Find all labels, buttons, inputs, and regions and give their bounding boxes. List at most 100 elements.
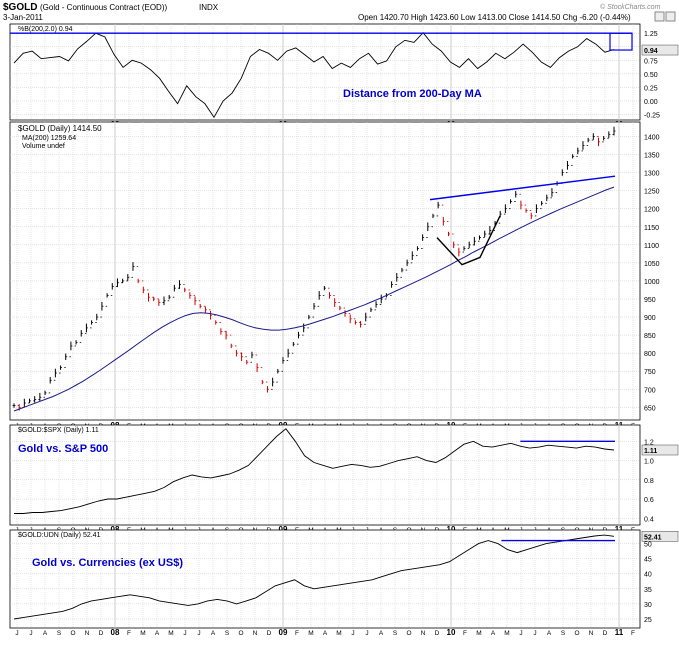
udn-panel-label: $GOLD:UDN (Daily) 52.41 (18, 532, 101, 539)
indicator-annotation: Distance from 200-Day MA (343, 88, 482, 100)
series-line (13, 32, 615, 119)
y-tick-label: 1000 (644, 279, 660, 286)
y-tick-label: 650 (644, 405, 656, 412)
x-tick-label: J (533, 630, 536, 637)
x-tick-label: F (463, 630, 467, 637)
y-tick-label: 0.4 (644, 516, 654, 523)
chart-exchange: INDX (199, 3, 219, 12)
series-line-MA200 (13, 186, 615, 412)
y-tick-label: 40 (644, 572, 652, 579)
ohlc-readout: Open 1420.70 High 1423.60 Low 1413.00 Cl… (358, 13, 631, 22)
spx-annotation: Gold vs. S&P 500 (18, 443, 108, 455)
y-tick-label: 1350 (644, 153, 660, 160)
x-tick-label: 09 (279, 628, 288, 637)
panel-2: 1.21.111.00.80.60.4JJASOND08FMAMJJASOND0… (9, 424, 679, 534)
x-tick-label: M (336, 630, 341, 637)
y-tick-label: 700 (644, 387, 656, 394)
x-tick-label: S (225, 630, 230, 637)
panel-1: 1400 1350 1300 1250 1200 1150 1100 1050 1000 950 9… (9, 121, 660, 430)
x-tick-label: A (211, 630, 216, 637)
x-tick-label: 09 (279, 525, 288, 534)
x-tick-label: 08 (111, 525, 120, 534)
x-tick-label: O (70, 630, 75, 637)
x-tick-label: A (155, 630, 160, 637)
y-tick-label: 0.8 (644, 478, 654, 485)
volume-legend: Volume undef (22, 143, 65, 150)
y-tick-label: 1150 (644, 225, 659, 232)
neckline-trendline (429, 175, 616, 201)
x-tick-label: D (435, 630, 440, 637)
x-tick-label: M (308, 630, 313, 637)
y-tick-label: 0.00 (644, 99, 658, 106)
x-tick-label: J (519, 630, 522, 637)
cup-base-outline (436, 215, 501, 266)
x-tick-label: A (547, 630, 552, 637)
x-tick-label: F (295, 630, 299, 637)
x-tick-label: 11 (615, 525, 624, 534)
y-tick-label: 1100 (644, 243, 659, 250)
x-tick-label: 11 (615, 628, 624, 637)
chart-controls[interactable] (654, 11, 676, 22)
x-tick-label: 08 (111, 628, 120, 637)
panels: 1.251.000.940.750.500.250.00-0.25JJASOND… (9, 23, 679, 637)
x-tick-label: J (183, 630, 186, 637)
series-line (13, 534, 615, 620)
minimize-control[interactable] (654, 11, 665, 22)
value-tag-box (641, 44, 679, 56)
x-tick-label: J (197, 630, 200, 637)
panel-0: 1.251.000.940.750.500.250.00-0.25JJASOND… (9, 23, 679, 129)
y-tick-label: 750 (644, 369, 656, 376)
x-tick-label: 10 (447, 628, 456, 637)
y-tick-label: 35 (644, 587, 652, 594)
x-tick-label: A (43, 630, 48, 637)
x-tick-label: M (504, 630, 509, 637)
y-tick-label: 50 (644, 542, 652, 549)
ma-legend: MA(200) 1259.64 (22, 135, 76, 142)
x-tick-label: 10 (447, 525, 456, 534)
value-tag-box (641, 444, 679, 456)
y-tick-label: 1.11 (644, 448, 657, 455)
chart-full-name: (Gold - Continuous Contract (EOD)) (40, 3, 167, 12)
y-tick-label: 0.50 (644, 72, 658, 79)
y-tick-label: 52.41 (644, 534, 662, 541)
y-tick-label: 1.2 (644, 439, 654, 446)
x-tick-label: F (631, 630, 635, 637)
y-tick-label: 850 (644, 333, 656, 340)
chart-symbol: $GOLD (3, 2, 37, 13)
series-line (14, 428, 615, 514)
y-tick-label: 0.25 (644, 85, 658, 92)
spx-panel-label: $GOLD:$SPX (Daily) 1.11 (18, 427, 99, 434)
x-tick-label: N (253, 630, 258, 637)
x-tick-label: M (476, 630, 481, 637)
y-tick-label: -0.25 (644, 113, 660, 120)
y-tick-label: 1.0 (644, 459, 654, 466)
close-control[interactable] (665, 11, 676, 22)
x-tick-label: O (574, 630, 579, 637)
x-tick-label: A (323, 630, 328, 637)
x-tick-label: N (421, 630, 426, 637)
udn-annotation: Gold vs. Currencies (ex US$) (32, 557, 183, 569)
y-tick-label: 1.25 (644, 31, 658, 38)
y-tick-label: 45 (644, 557, 652, 564)
x-tick-label: S (561, 630, 566, 637)
y-tick-label: 0.75 (644, 58, 658, 65)
x-tick-label: J (15, 630, 18, 637)
y-tick-label: 30 (644, 602, 652, 609)
y-tick-label: 1050 (644, 261, 660, 268)
y-tick-label: 900 (644, 315, 656, 322)
chart-date: 3-Jan-2011 (3, 13, 43, 22)
y-tick-label: 800 (644, 351, 656, 358)
indicator-panel-label: %B(200,2.0) 0.94 (18, 26, 73, 33)
highlight-box (609, 32, 633, 51)
x-tick-label: S (393, 630, 398, 637)
y-tick-label: 1300 (644, 171, 660, 178)
price-panel-label: $GOLD (Daily) 1414.50 (18, 124, 102, 133)
y-tick-label: 1250 (644, 189, 660, 196)
x-tick-label: N (85, 630, 90, 637)
x-tick-label: F (127, 630, 131, 637)
y-tick-label: 1200 (644, 207, 660, 214)
x-tick-label: M (140, 630, 145, 637)
y-tick-label: 25 (644, 617, 652, 624)
